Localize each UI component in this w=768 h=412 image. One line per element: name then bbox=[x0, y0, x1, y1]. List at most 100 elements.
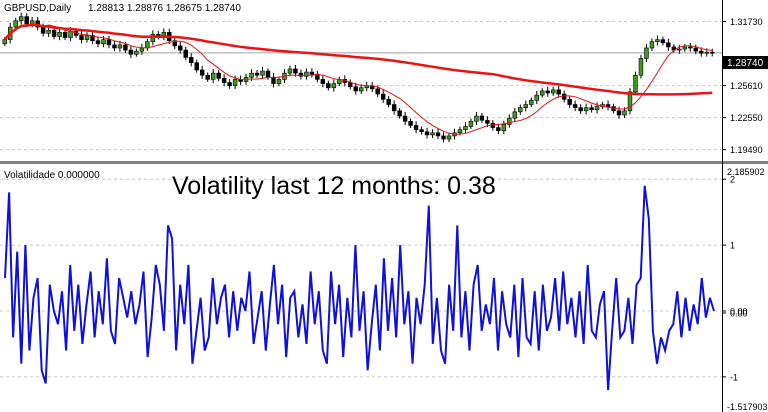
candle-body bbox=[106, 39, 112, 46]
candle-body bbox=[331, 83, 337, 89]
candle-body bbox=[205, 74, 210, 80]
candle-body bbox=[287, 68, 293, 74]
candle-body bbox=[320, 79, 326, 84]
candle-body bbox=[194, 62, 199, 71]
candle-body bbox=[682, 46, 688, 50]
candle-body bbox=[84, 35, 90, 40]
price-panel: GBPUSD,Daily 1.28813 1.28876 1.28675 1.2… bbox=[0, 3, 768, 155]
candle-body bbox=[710, 51, 715, 54]
candle-body bbox=[95, 40, 101, 45]
candle-body bbox=[101, 39, 106, 45]
candle-body bbox=[24, 16, 29, 25]
candle-body bbox=[413, 125, 419, 130]
indicator-min-label: -1.517903 bbox=[727, 402, 768, 412]
price-axis-tick-label: 1.25610 bbox=[730, 81, 763, 91]
candle-body bbox=[276, 79, 282, 84]
candle-body bbox=[123, 44, 128, 51]
ohlc-label: 1.28813 1.28876 1.28675 1.28740 bbox=[88, 3, 241, 14]
candle-body bbox=[578, 107, 583, 112]
candle-body bbox=[298, 72, 304, 77]
long-moving-average-line bbox=[3, 23, 713, 96]
candle-body bbox=[309, 71, 315, 75]
candle-body bbox=[474, 115, 479, 122]
candle-body bbox=[391, 104, 397, 112]
candle-body bbox=[13, 20, 18, 28]
candle-body bbox=[293, 68, 298, 74]
candle-body bbox=[216, 72, 221, 79]
candle-body bbox=[633, 74, 638, 93]
candle-body bbox=[523, 104, 529, 108]
candle-body bbox=[583, 107, 589, 112]
candle-body bbox=[589, 107, 594, 111]
candle-body bbox=[68, 30, 73, 38]
candle-body bbox=[46, 29, 51, 34]
candle-body bbox=[688, 46, 693, 49]
candle-body bbox=[386, 98, 391, 105]
price-axis-tick-label: 1.31730 bbox=[730, 17, 763, 27]
candle-body bbox=[540, 90, 545, 96]
candle-body bbox=[57, 32, 62, 37]
candle-body bbox=[359, 87, 364, 92]
candle-body bbox=[199, 69, 205, 76]
symbol-label: GBPUSD,Daily bbox=[4, 3, 71, 14]
candle-body bbox=[188, 57, 194, 63]
candle-body bbox=[649, 41, 655, 49]
candle-body bbox=[518, 107, 523, 113]
candle-body bbox=[616, 110, 622, 116]
indicator-axis-tick-label: 2 bbox=[730, 175, 735, 185]
indicator-max-label: 2.185902 bbox=[727, 167, 765, 177]
indicator-axis-tick-label: 1 bbox=[730, 241, 735, 251]
candle-body bbox=[677, 48, 682, 51]
candle-body bbox=[178, 45, 183, 51]
candle-body bbox=[51, 29, 57, 37]
candle-body bbox=[501, 124, 507, 131]
indicator-label: Volatilidade 0.000000 bbox=[4, 170, 100, 181]
candle-body bbox=[693, 47, 699, 52]
candle-body bbox=[18, 16, 24, 22]
volatility-line bbox=[4, 185, 715, 391]
candle-body bbox=[627, 91, 633, 112]
candle-body bbox=[567, 98, 572, 105]
candle-body bbox=[468, 120, 474, 127]
candle-body bbox=[463, 126, 468, 130]
candle-body bbox=[550, 89, 556, 94]
candle-body bbox=[183, 49, 188, 58]
candle-body bbox=[644, 47, 649, 59]
candle-body bbox=[112, 44, 117, 49]
volatility-annotation: Volatility last 12 months: 0.38 bbox=[172, 172, 496, 200]
candle-body bbox=[397, 110, 402, 117]
candle-body bbox=[660, 39, 666, 44]
candle-body bbox=[260, 70, 265, 76]
candle-body bbox=[117, 44, 123, 49]
candle-body bbox=[210, 72, 216, 80]
indicator-axis-tick-label: -1 bbox=[730, 372, 738, 382]
candle-body bbox=[666, 42, 671, 48]
price-axis-tick-label: 1.19490 bbox=[730, 145, 763, 155]
candle-body bbox=[254, 72, 260, 76]
candle-body bbox=[408, 120, 413, 126]
candle-body bbox=[622, 110, 627, 116]
candle-body bbox=[594, 106, 600, 111]
candle-body bbox=[326, 83, 331, 89]
candle-body bbox=[490, 123, 496, 128]
candle-body bbox=[496, 127, 501, 131]
candle-body bbox=[2, 39, 7, 45]
candle-body bbox=[545, 90, 550, 94]
candle-body bbox=[90, 35, 95, 41]
panel-separator[interactable] bbox=[0, 161, 768, 164]
candle-body bbox=[430, 132, 435, 136]
candle-body bbox=[227, 82, 232, 86]
candle-body bbox=[128, 49, 134, 55]
candle-body bbox=[265, 70, 271, 78]
candle-body bbox=[271, 77, 276, 84]
indicator-axis-tick-label: 0.00 bbox=[730, 307, 748, 317]
candle-body bbox=[704, 51, 709, 54]
candle-body bbox=[419, 129, 424, 133]
candle-body bbox=[479, 115, 485, 121]
indicator-axis-tick-label: 0.00 bbox=[730, 309, 748, 319]
candle-body bbox=[134, 50, 139, 55]
price-grid bbox=[0, 21, 722, 151]
candle-body bbox=[605, 104, 611, 107]
candle-body bbox=[232, 79, 238, 86]
